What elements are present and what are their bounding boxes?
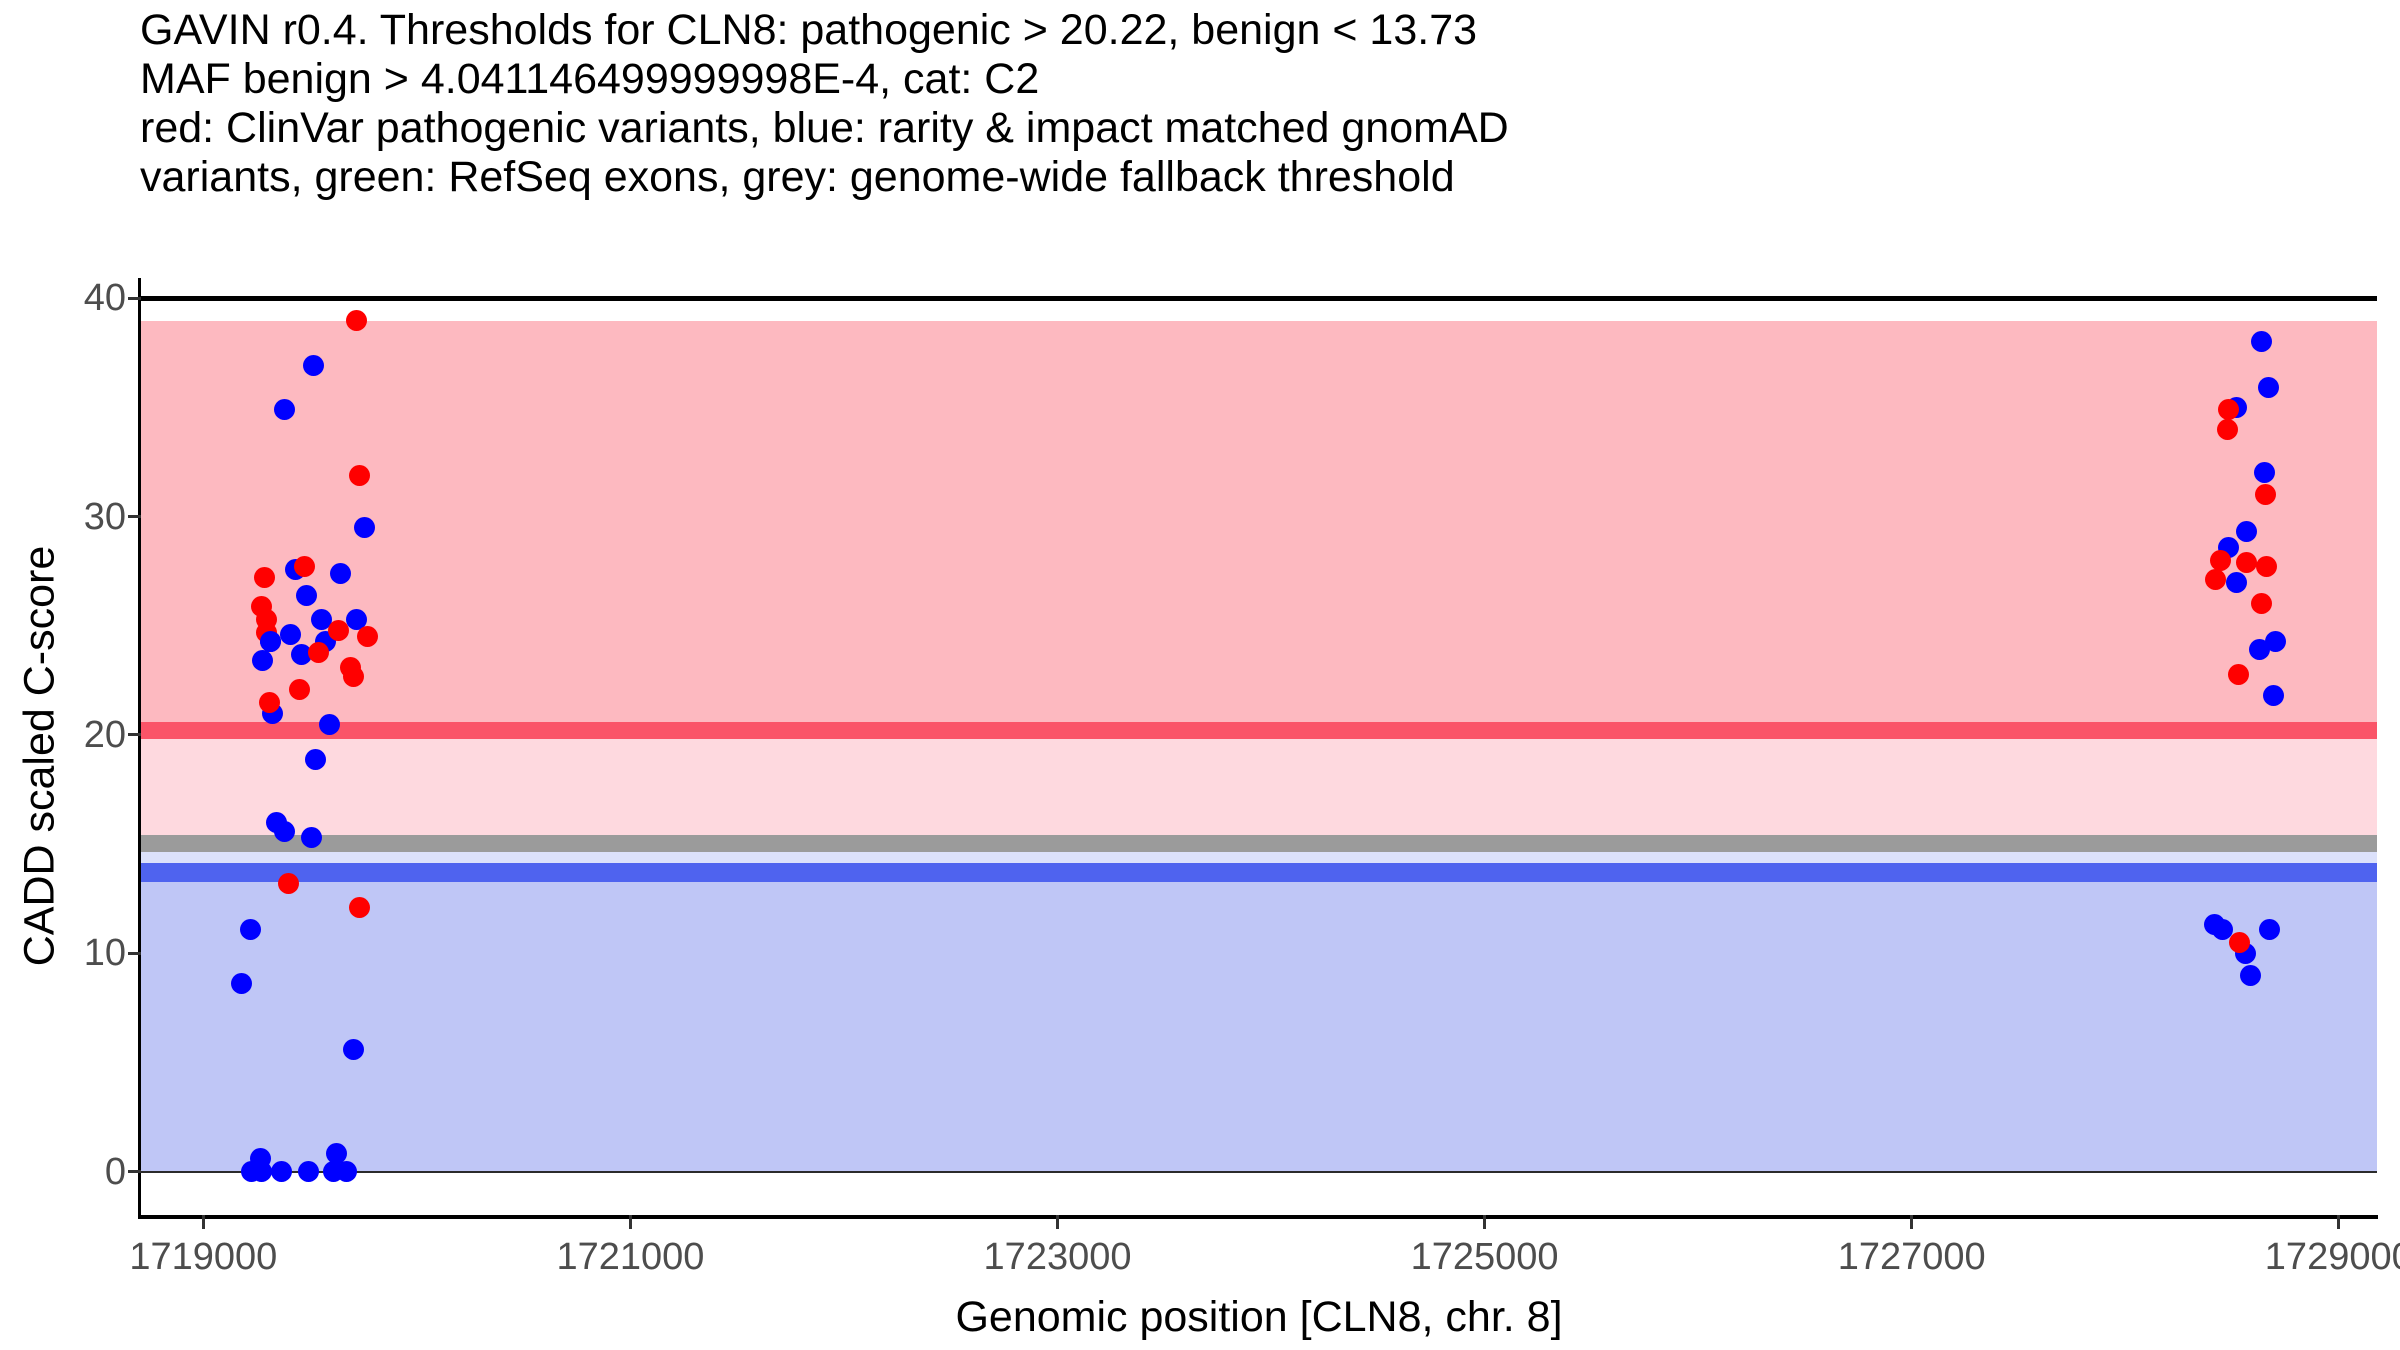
data-point-gnomad [252, 650, 274, 672]
x-tick-mark-1725000 [1483, 1215, 1487, 1229]
x-axis-title: Genomic position [CLN8, chr. 8] [955, 1293, 1563, 1341]
y-axis-title: CADD scaled C-score [15, 545, 64, 967]
band-benign-region [141, 881, 2377, 1172]
data-point-gnomad [311, 608, 333, 630]
chart-title-line-1: GAVIN r0.4. Thresholds for CLN8: pathoge… [140, 6, 1478, 54]
data-point-gnomad [249, 1148, 271, 1170]
band-pathogenic-threshold-line [141, 721, 2377, 740]
data-point-gnomad [2235, 521, 2257, 543]
x-tick-mark-1721000 [628, 1215, 632, 1229]
data-point-gnomad [2254, 462, 2276, 484]
data-point-pathogenic [2210, 549, 2232, 571]
x-tick-label-1721000: 1721000 [556, 1236, 705, 1278]
chart-title: GAVIN r0.4. Thresholds for CLN8: pathoge… [140, 6, 1509, 202]
data-point-pathogenic [2255, 556, 2277, 578]
data-point-pathogenic [277, 872, 299, 894]
data-point-gnomad [301, 827, 323, 849]
data-point-gnomad [2212, 918, 2234, 940]
data-point-pathogenic [2217, 418, 2239, 440]
band-pathogenic-region [141, 320, 2377, 722]
data-point-pathogenic [328, 619, 350, 641]
data-point-gnomad [260, 630, 282, 652]
data-point-gnomad [291, 643, 313, 665]
x-tick-label-1723000: 1723000 [983, 1236, 1132, 1278]
y-tick-mark-0 [128, 1170, 141, 1174]
data-point-pathogenic [2227, 664, 2249, 686]
data-point-gnomad [2258, 377, 2280, 399]
data-point-pathogenic [348, 464, 370, 486]
data-point-gnomad [2249, 639, 2271, 661]
data-point-pathogenic [342, 665, 364, 687]
panel-top-line [141, 296, 2377, 301]
data-point-gnomad [319, 713, 341, 735]
x-tick-label-1725000: 1725000 [1410, 1236, 1559, 1278]
data-point-gnomad [326, 1142, 348, 1164]
band-benign-threshold-line [141, 863, 2377, 882]
data-point-pathogenic [258, 691, 280, 713]
x-axis-line [138, 1215, 2378, 1219]
data-point-gnomad [2263, 685, 2285, 707]
x-tick-mark-1723000 [1056, 1215, 1060, 1229]
data-point-pathogenic [2236, 551, 2258, 573]
data-point-pathogenic [346, 309, 368, 331]
x-tick-mark-1727000 [1910, 1215, 1914, 1229]
data-point-gnomad [2239, 964, 2261, 986]
data-point-pathogenic [288, 678, 310, 700]
data-point-pathogenic [356, 626, 378, 648]
band-intermediate-region [141, 739, 2377, 836]
data-point-gnomad [274, 399, 296, 421]
y-tick-label-10: 10 [83, 932, 126, 975]
chart-title-line-4: variants, green: RefSeq exons, grey: gen… [140, 153, 1455, 201]
data-point-gnomad [239, 918, 261, 940]
band-pale-blue-gap [141, 852, 2377, 864]
data-point-gnomad [271, 1161, 293, 1183]
y-tick-mark-40 [128, 296, 141, 300]
data-point-gnomad [330, 562, 352, 584]
data-point-gnomad [336, 1161, 358, 1183]
y-axis-line [138, 278, 141, 1215]
data-point-gnomad [303, 355, 325, 377]
y-tick-mark-20 [128, 733, 141, 737]
zero-line [141, 1170, 2377, 1173]
data-point-pathogenic [307, 641, 329, 663]
x-tick-mark-1719000 [201, 1215, 205, 1229]
data-point-gnomad [295, 584, 317, 606]
data-point-gnomad [353, 517, 375, 539]
data-point-gnomad [2265, 630, 2287, 652]
x-tick-label-1727000: 1727000 [1837, 1236, 1986, 1278]
data-point-pathogenic [2228, 931, 2250, 953]
data-point-pathogenic [2254, 484, 2276, 506]
y-tick-label-20: 20 [83, 713, 126, 756]
y-tick-label-0: 0 [104, 1150, 126, 1193]
data-point-gnomad [2226, 571, 2248, 593]
data-point-gnomad [345, 608, 367, 630]
data-point-gnomad [273, 820, 295, 842]
y-tick-label-40: 40 [83, 277, 126, 320]
x-tick-label-1719000: 1719000 [129, 1236, 278, 1278]
data-point-pathogenic [2250, 593, 2272, 615]
plot-panel [141, 278, 2377, 1215]
data-point-gnomad [280, 624, 302, 646]
band-fallback-threshold-band [141, 835, 2377, 853]
data-point-gnomad [2250, 331, 2272, 353]
data-point-pathogenic [348, 897, 370, 918]
x-tick-mark-1729000 [2337, 1215, 2341, 1229]
data-point-gnomad [342, 1038, 364, 1060]
data-point-pathogenic [2218, 399, 2240, 421]
data-point-gnomad [297, 1161, 319, 1183]
data-point-gnomad [305, 748, 327, 770]
chart-title-line-3: red: ClinVar pathogenic variants, blue: … [140, 104, 1509, 152]
x-tick-label-1729000: 1729000 [2264, 1236, 2400, 1278]
y-tick-mark-30 [128, 515, 141, 519]
chart-title-line-2: MAF benign > 4.041146499999998E-4, cat: … [140, 55, 1040, 103]
data-point-pathogenic [253, 567, 275, 589]
data-point-pathogenic [293, 556, 315, 578]
data-point-gnomad [231, 973, 253, 995]
y-tick-label-30: 30 [83, 495, 126, 538]
data-point-gnomad [2258, 918, 2280, 940]
y-tick-mark-10 [128, 951, 141, 955]
data-point-pathogenic [2204, 569, 2226, 591]
